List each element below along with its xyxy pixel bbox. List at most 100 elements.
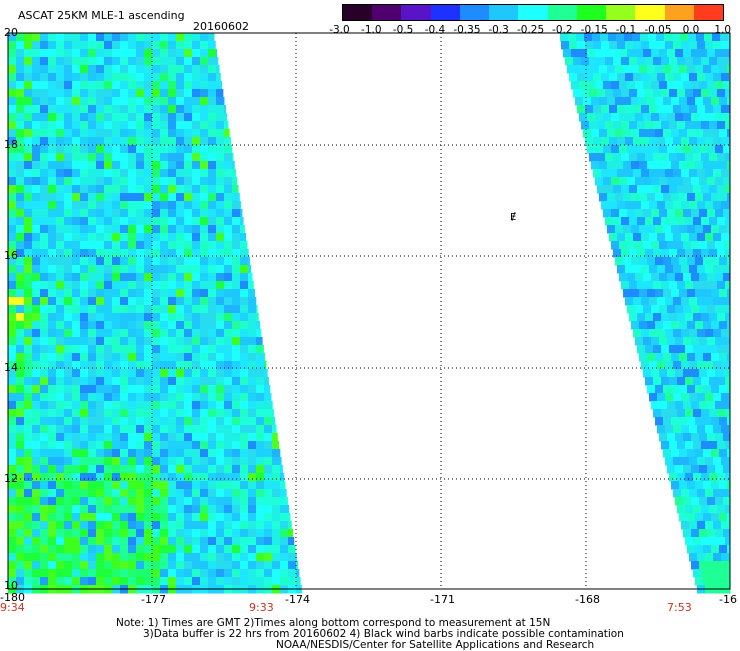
data-cell (184, 305, 193, 314)
data-cell (88, 569, 97, 578)
data-cell (240, 449, 249, 458)
data-cell (192, 553, 201, 562)
data-cell (717, 537, 726, 546)
data-cell (240, 361, 249, 370)
data-cell (208, 337, 217, 346)
data-cell (24, 137, 33, 146)
data-cell (216, 345, 225, 354)
data-cell (40, 385, 49, 394)
data-cell (200, 497, 209, 506)
data-cell (128, 113, 137, 122)
data-cell (208, 345, 217, 354)
data-cell (699, 273, 708, 282)
data-cell (88, 305, 97, 314)
data-cell (88, 313, 97, 322)
data-cell (200, 425, 209, 434)
data-cell (643, 241, 652, 250)
data-cell (581, 57, 590, 66)
data-cell (176, 401, 185, 410)
data-cell (176, 185, 185, 194)
data-cell (8, 257, 17, 266)
data-cell (32, 225, 41, 234)
data-cell (216, 185, 225, 194)
colorbar-swatch (664, 5, 694, 20)
data-cell (216, 329, 225, 338)
data-cell (48, 73, 57, 82)
data-cell (56, 65, 65, 74)
data-cell (693, 281, 702, 290)
data-cell (296, 577, 301, 586)
data-cell (605, 121, 614, 130)
data-cell (272, 465, 281, 474)
data-cell (96, 225, 105, 234)
data-cell (40, 121, 49, 130)
data-cell (208, 265, 217, 274)
data-cell (280, 465, 283, 474)
data-cell (56, 81, 65, 90)
data-cell (32, 209, 41, 218)
data-cell (711, 577, 720, 586)
data-cell (216, 489, 225, 498)
data-cell (128, 489, 137, 498)
data-cell (48, 457, 57, 466)
data-cell (160, 465, 169, 474)
data-cell (136, 49, 145, 58)
data-cell (659, 401, 668, 410)
data-cell (631, 193, 640, 202)
data-cell (232, 185, 239, 194)
data-cell (695, 97, 704, 106)
data-cell (631, 161, 640, 170)
data-cell (56, 89, 65, 98)
data-cell (685, 377, 694, 386)
data-cell (88, 129, 97, 138)
data-cell (703, 97, 712, 106)
data-cell (16, 513, 25, 522)
data-cell (721, 521, 730, 530)
data-cell (128, 441, 137, 450)
data-cell (24, 489, 33, 498)
data-cell (88, 185, 97, 194)
data-cell (80, 457, 89, 466)
data-cell (160, 185, 169, 194)
data-cell (200, 65, 209, 74)
data-cell (8, 161, 17, 170)
data-cell (665, 329, 674, 338)
data-cell (621, 121, 630, 130)
data-cell (248, 345, 257, 354)
data-cell (120, 449, 129, 458)
data-cell (56, 321, 65, 330)
data-cell (721, 457, 730, 466)
data-cell (240, 465, 249, 474)
data-cell (24, 113, 33, 122)
data-cell (104, 369, 113, 378)
data-cell (64, 465, 73, 474)
data-cell (611, 49, 620, 58)
data-cell (16, 449, 25, 458)
data-cell (699, 497, 708, 506)
data-cell (568, 33, 577, 42)
data-cell (665, 105, 674, 114)
data-cell (152, 217, 161, 226)
data-cell (104, 185, 113, 194)
data-cell (264, 353, 266, 362)
graticule (8, 33, 730, 589)
data-cell (675, 433, 684, 442)
data-cell (88, 441, 97, 450)
data-cell (160, 401, 169, 410)
data-cell (691, 305, 700, 314)
data-cell (665, 361, 674, 370)
data-cell (152, 449, 161, 458)
data-cell (703, 353, 712, 362)
data-cell (48, 561, 57, 570)
data-cell (112, 409, 121, 418)
data-cell (615, 225, 624, 234)
data-cell (96, 313, 105, 322)
data-cell (679, 225, 688, 234)
data-cell (184, 313, 193, 322)
data-cell (288, 561, 297, 570)
data-cell (224, 337, 233, 346)
data-cell (601, 169, 610, 178)
data-cell (264, 489, 273, 498)
data-cell (176, 393, 185, 402)
data-cell (48, 265, 57, 274)
